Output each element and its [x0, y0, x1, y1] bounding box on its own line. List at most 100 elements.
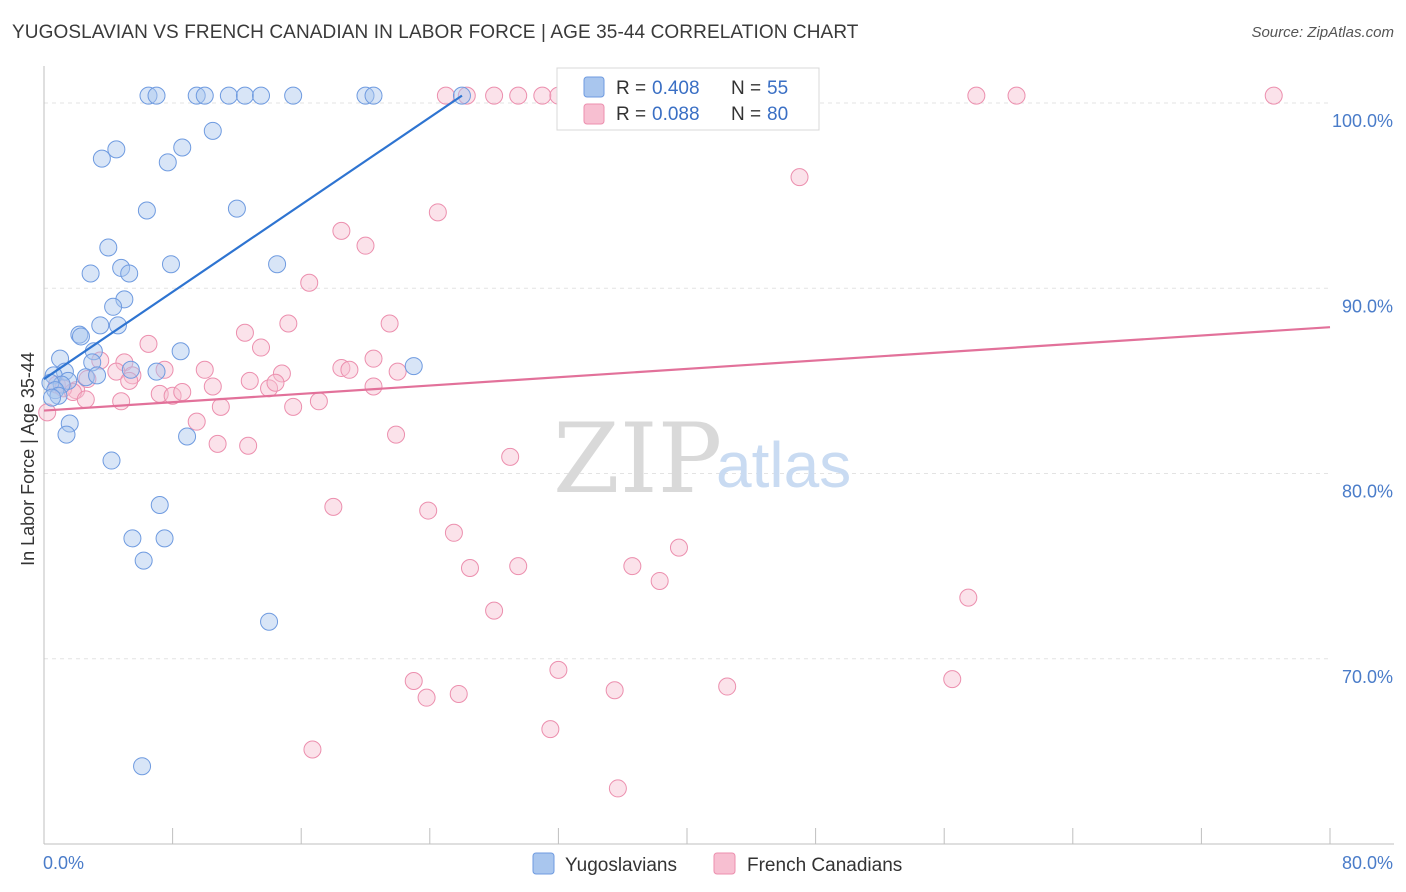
point-yugoslavians-26	[91, 316, 110, 335]
point-french-canadians-8	[967, 86, 986, 105]
legend-n-value-2: 80	[767, 104, 788, 125]
gridlines	[44, 102, 1330, 660]
point-yugoslavians-13	[92, 149, 111, 168]
point-french-canadians-2	[485, 86, 504, 105]
point-french-canadians-0	[436, 86, 455, 105]
point-french-canadians-62	[623, 557, 642, 576]
y-axis-label: In Labor Force | Age 35-44	[18, 352, 38, 566]
point-french-canadians-14	[356, 236, 375, 255]
point-yugoslavians-11	[203, 121, 222, 140]
point-yugoslavians-6	[252, 86, 271, 105]
legend-swatch-pink	[583, 103, 605, 125]
point-french-canadians-75	[303, 740, 322, 759]
point-french-canadians-67	[549, 660, 568, 679]
point-french-canadians-3	[509, 86, 528, 105]
point-french-canadians-69	[718, 677, 737, 696]
legend-r-label-2: R =	[616, 104, 646, 125]
point-french-canadians-65	[959, 588, 978, 607]
point-yugoslavians-29	[71, 327, 90, 346]
point-yugoslavians-24	[115, 290, 134, 309]
point-french-canadians-73	[943, 670, 962, 689]
bottom-legend-yugoslavians: Yugoslavians	[565, 855, 677, 876]
point-yugoslavians-5	[235, 86, 254, 105]
axes	[43, 66, 1394, 845]
point-french-canadians-4	[533, 86, 552, 105]
point-yugoslavians-47	[60, 414, 79, 433]
point-french-canadians-18	[235, 323, 254, 342]
point-yugoslavians-51	[150, 496, 169, 515]
point-french-canadians-66	[485, 601, 504, 620]
point-yugoslavians-52	[123, 529, 142, 548]
point-french-canadians-63	[669, 538, 688, 557]
point-french-canadians-15	[300, 273, 319, 292]
bottom-legend-french-canadians: French Canadians	[747, 855, 902, 876]
chart-title: YUGOSLAVIAN VS FRENCH CANADIAN IN LABOR …	[12, 22, 859, 43]
point-french-canadians-29	[240, 371, 259, 390]
point-french-canadians-71	[417, 688, 436, 707]
point-yugoslavians-45	[49, 386, 68, 405]
point-french-canadians-42	[364, 377, 383, 396]
point-yugoslavians-25	[104, 297, 123, 316]
point-yugoslavians-17	[227, 199, 246, 218]
point-french-canadians-76	[608, 779, 627, 798]
x-tick-label-1: 80.0%	[1342, 853, 1393, 873]
series-legend: Yugoslavians French Canadians	[532, 852, 902, 876]
point-yugoslavians-23	[81, 264, 100, 283]
point-french-canadians-12	[428, 203, 447, 222]
point-french-canadians-37	[163, 386, 182, 405]
point-french-canadians-10	[1264, 86, 1283, 105]
y-tick-label-3: 70.0%	[1342, 667, 1393, 687]
point-yugoslavians-30	[171, 342, 190, 361]
point-yugoslavians-36	[121, 360, 140, 379]
point-french-canadians-11	[790, 168, 809, 187]
point-yugoslavians-4	[219, 86, 238, 105]
point-yugoslavians-41	[88, 366, 107, 385]
watermark-zip: ZIP	[553, 403, 722, 515]
point-french-canadians-60	[460, 558, 479, 577]
legend-r-value-2: 0.088	[652, 104, 700, 125]
point-yugoslavians-19	[161, 255, 180, 274]
y-tick-label-2: 80.0%	[1342, 482, 1393, 502]
point-french-canadians-46	[76, 390, 95, 409]
point-french-canadians-17	[279, 314, 298, 333]
point-yugoslavians-38	[404, 357, 423, 376]
point-french-canadians-39	[203, 377, 222, 396]
point-french-canadians-41	[266, 373, 285, 392]
trend-line-yugoslavians	[43, 94, 463, 380]
correlation-legend: R = 0.408 N = 55 R = 0.088 N = 80	[556, 67, 820, 131]
point-french-canadians-57	[324, 497, 343, 516]
point-yugoslavians-18	[99, 238, 118, 257]
point-french-canadians-53	[387, 425, 406, 444]
point-french-canadians-51	[38, 403, 57, 422]
point-french-canadians-28	[195, 360, 214, 379]
point-french-canadians-9	[1007, 86, 1026, 105]
point-french-canadians-38	[173, 383, 192, 402]
point-french-canadians-30	[272, 364, 291, 383]
y-tick-label-1: 90.0%	[1342, 296, 1393, 316]
point-yugoslavians-1	[147, 86, 166, 105]
legend-r-value-1: 0.408	[652, 78, 700, 99]
point-yugoslavians-16	[137, 201, 156, 220]
point-french-canadians-49	[284, 397, 303, 416]
point-french-canadians-72	[449, 684, 468, 703]
point-yugoslavians-15	[158, 153, 177, 172]
x-tick-labels: 0.0% 80.0%	[43, 853, 1393, 873]
point-yugoslavians-54	[134, 551, 153, 570]
point-yugoslavians-9	[364, 86, 383, 105]
trend-lines	[43, 94, 1331, 412]
point-yugoslavians-37	[147, 362, 166, 381]
point-french-canadians-32	[340, 360, 359, 379]
point-french-canadians-74	[541, 720, 560, 739]
point-french-canadians-59	[444, 523, 463, 542]
point-french-canadians-56	[501, 447, 520, 466]
series-yugoslavians	[41, 86, 471, 776]
y-tick-label-0: 100.0%	[1332, 111, 1393, 131]
point-french-canadians-58	[419, 501, 438, 520]
point-yugoslavians-53	[155, 529, 174, 548]
point-yugoslavians-12	[107, 140, 126, 159]
point-french-canadians-70	[605, 681, 624, 700]
point-french-canadians-20	[139, 334, 158, 353]
point-french-canadians-1	[457, 86, 476, 105]
point-french-canadians-50	[309, 392, 328, 411]
